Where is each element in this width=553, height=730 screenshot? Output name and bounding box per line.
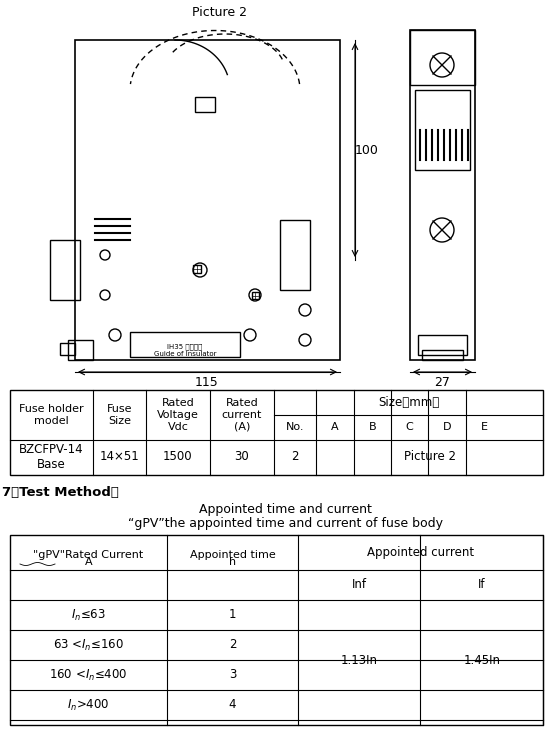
- Bar: [68, 340, 93, 360]
- Text: C: C: [406, 422, 414, 432]
- Text: No.: No.: [286, 422, 304, 432]
- Text: 160 <$I_n$≤400: 160 <$I_n$≤400: [49, 667, 128, 683]
- Text: Picture 2: Picture 2: [404, 450, 456, 464]
- Text: IH35 导轨安装: IH35 导轨安装: [168, 344, 203, 350]
- Bar: [75, 40, 340, 360]
- Text: Fuse holder
model: Fuse holder model: [19, 404, 84, 426]
- Text: 3: 3: [229, 669, 236, 682]
- Text: 4: 4: [229, 699, 236, 712]
- Bar: [50, 240, 80, 300]
- Bar: [410, 30, 475, 85]
- Text: 1.45In: 1.45In: [463, 653, 500, 666]
- Text: Inf: Inf: [352, 578, 367, 591]
- Text: BZCFPV-14
Base: BZCFPV-14 Base: [19, 443, 84, 471]
- Bar: [10, 390, 543, 475]
- Text: 14×51: 14×51: [100, 450, 139, 464]
- Text: $I_n$>400: $I_n$>400: [67, 697, 110, 712]
- Text: D: D: [443, 422, 451, 432]
- Bar: [195, 97, 215, 112]
- Bar: [280, 220, 310, 290]
- Bar: [10, 535, 543, 725]
- Text: A: A: [85, 557, 92, 567]
- Text: “gPV”the appointed time and current of fuse body: “gPV”the appointed time and current of f…: [128, 517, 442, 529]
- Text: 115: 115: [195, 375, 219, 388]
- Text: Appointed time: Appointed time: [190, 550, 275, 560]
- Text: Size（mm）: Size（mm）: [378, 396, 439, 409]
- Text: A: A: [331, 422, 339, 432]
- Bar: [418, 335, 467, 355]
- Text: Appointed current: Appointed current: [367, 546, 474, 559]
- Text: 27: 27: [434, 375, 450, 388]
- Text: Picture 2: Picture 2: [192, 6, 248, 18]
- Bar: [252, 292, 259, 299]
- Text: 1.13In: 1.13In: [341, 653, 378, 666]
- Bar: [422, 350, 463, 360]
- Bar: [415, 90, 470, 170]
- Bar: [410, 30, 475, 360]
- Text: 1: 1: [229, 609, 236, 621]
- Text: Fuse
Size: Fuse Size: [107, 404, 132, 426]
- Text: 63 <$I_n$≤160: 63 <$I_n$≤160: [53, 637, 124, 653]
- Text: "gPV"Rated Current: "gPV"Rated Current: [34, 550, 144, 560]
- Text: Rated
current
(A): Rated current (A): [222, 399, 262, 431]
- Text: 2: 2: [229, 639, 236, 651]
- Text: B: B: [369, 422, 376, 432]
- Text: If: If: [478, 578, 486, 591]
- Text: 1500: 1500: [163, 450, 192, 464]
- Text: 30: 30: [234, 450, 249, 464]
- Bar: [193, 265, 201, 273]
- Text: E: E: [481, 422, 488, 432]
- Bar: [130, 332, 240, 357]
- Text: Appointed time and current: Appointed time and current: [199, 504, 372, 517]
- Text: 2: 2: [291, 450, 299, 464]
- Text: 7、Test Method：: 7、Test Method：: [2, 486, 118, 499]
- Bar: [60, 343, 75, 355]
- Text: Rated
Voltage
Vdc: Rated Voltage Vdc: [157, 399, 199, 431]
- Text: $I_n$≤63: $I_n$≤63: [71, 607, 106, 623]
- Text: Guide of Insulator: Guide of Insulator: [154, 351, 216, 357]
- Text: h: h: [229, 557, 236, 567]
- Text: 100: 100: [355, 144, 379, 156]
